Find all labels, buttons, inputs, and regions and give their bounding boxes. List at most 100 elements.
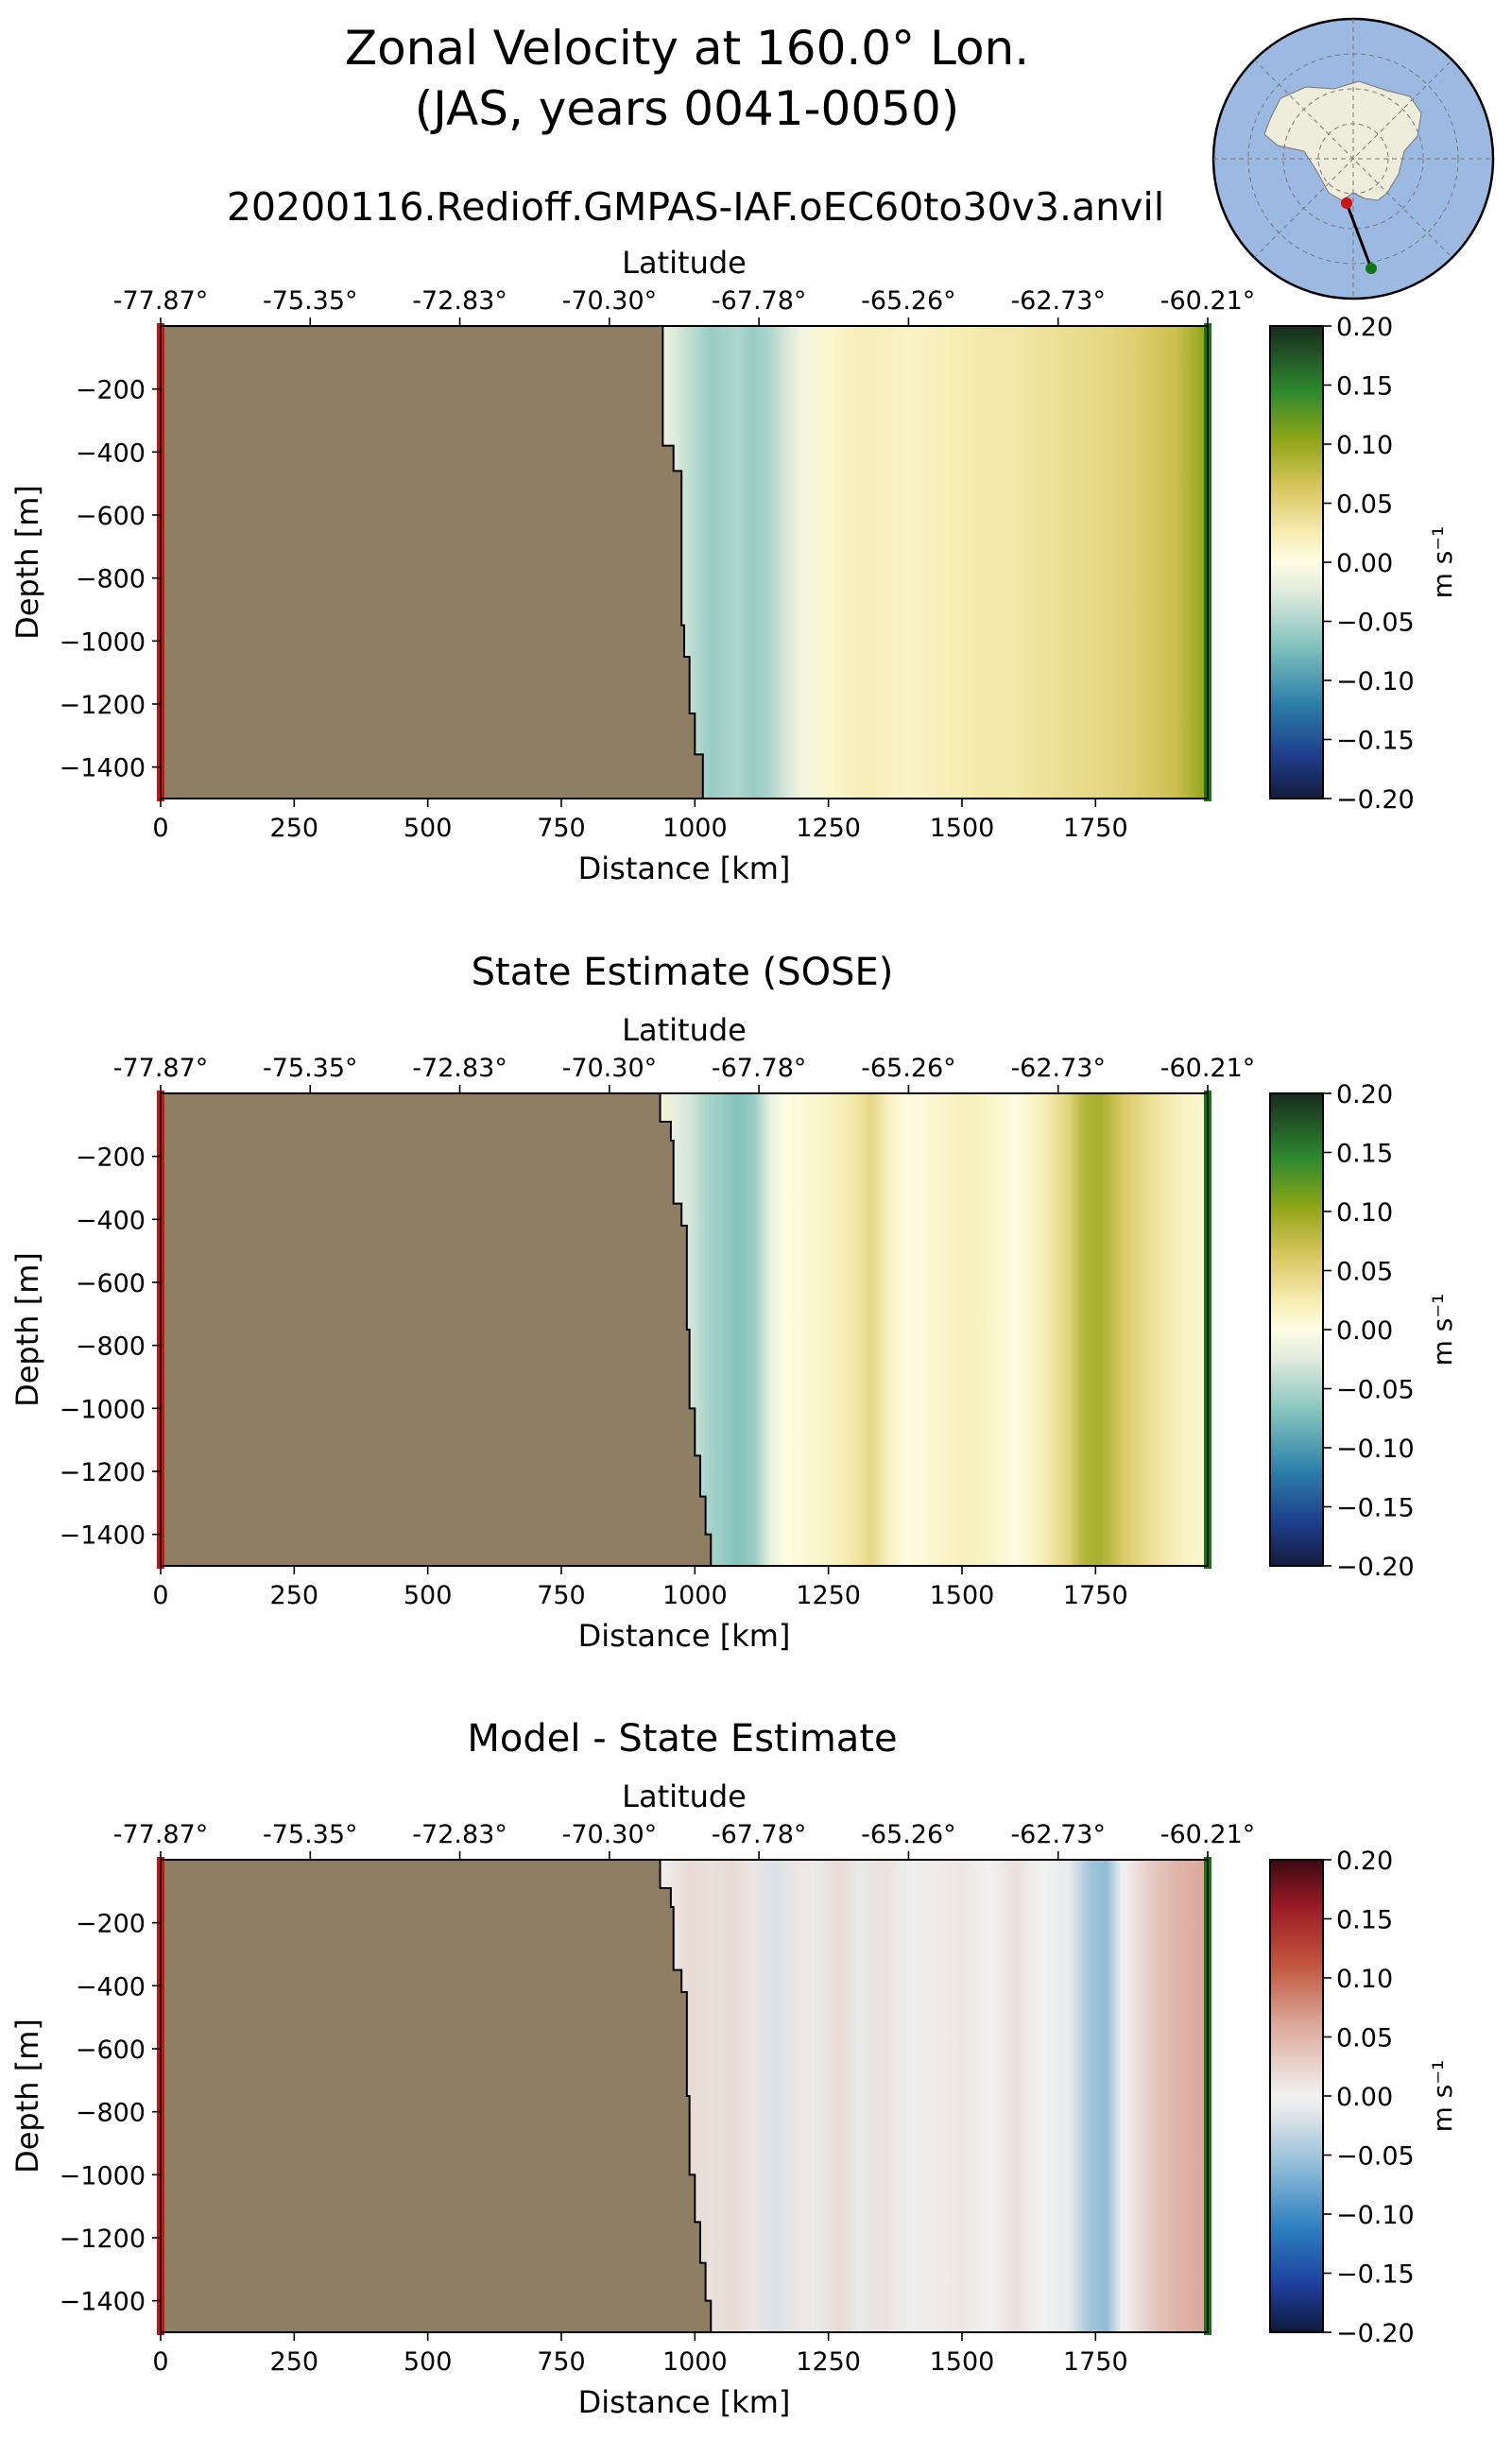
y-axis-label: Depth [m]	[9, 485, 45, 640]
colorbar-tick-label: 0.15	[1336, 1140, 1393, 1169]
x-tick-label: 1000	[662, 1581, 728, 1610]
lat-tick-label: -72.83°	[412, 1054, 507, 1083]
land-mask	[161, 1093, 712, 1566]
y-tick-label: −200	[76, 376, 146, 405]
colorbar	[1269, 1859, 1324, 2333]
colorbar-label: m s⁻¹	[1427, 1294, 1458, 1366]
panel-title: Model - State Estimate	[467, 1717, 897, 1761]
axes-frame	[160, 325, 1209, 799]
land-mask	[161, 326, 712, 799]
y-tick-label: −800	[76, 1332, 146, 1362]
colorbar-tick-label: 0.10	[1336, 431, 1393, 460]
figure-title-line2: (JAS, years 0041-0050)	[415, 81, 960, 136]
top-axis-label: Latitude	[622, 1778, 747, 1814]
colorbar-label: m s⁻¹	[1427, 526, 1458, 599]
axes-frame	[160, 1092, 1209, 1567]
colorbar-tick-label: −0.05	[1336, 1376, 1415, 1405]
x-tick-label: 500	[404, 1581, 453, 1610]
x-tick-label: 250	[270, 814, 319, 843]
top-axis-label: Latitude	[622, 1012, 747, 1048]
x-tick-label: 1000	[662, 2347, 728, 2377]
colorbar-tick-label: 0.20	[1336, 1847, 1393, 1876]
y-tick-label: −1400	[60, 1521, 146, 1551]
x-tick-label: 0	[152, 2347, 168, 2377]
colorbar-tick-label: −0.20	[1336, 2319, 1415, 2348]
colorbar-tick-label: 0.15	[1336, 372, 1393, 402]
colorbar-tick-label: 0.20	[1336, 313, 1393, 342]
x-tick-label: 500	[404, 2347, 453, 2377]
x-tick-label: 1500	[930, 2347, 995, 2377]
lat-tick-label: -77.87°	[113, 1820, 209, 1849]
x-tick-label: 1750	[1063, 814, 1128, 843]
x-axis-label: Distance [km]	[578, 850, 791, 886]
x-tick-label: 750	[537, 1581, 586, 1610]
figure-subtitle: 20200116.Redioff.GMPAS-IAF.oEC60to30v3.a…	[227, 184, 1164, 230]
colorbar-tick-label: −0.20	[1336, 1553, 1415, 1582]
lat-tick-label: -67.78°	[712, 1054, 807, 1083]
y-tick-label: −200	[76, 1910, 146, 1939]
x-tick-label: 250	[270, 2347, 319, 2377]
x-tick-label: 500	[404, 814, 453, 843]
panel-3: Model - State Estimate 0 250 500 750 1000 1250…	[9, 1717, 1458, 2420]
y-tick-label: −600	[76, 502, 146, 531]
colorbar-tick-label: −0.20	[1336, 785, 1415, 815]
y-tick-label: −1200	[60, 2225, 146, 2254]
colorbar-tick-label: 0.05	[1336, 490, 1393, 520]
lat-tick-label: -75.35°	[263, 286, 358, 316]
colorbar-tick-label: −0.10	[1336, 2201, 1415, 2230]
lat-tick-label: -65.26°	[861, 1054, 956, 1083]
colorbar-label: m s⁻¹	[1427, 2060, 1458, 2133]
bathymetry-outline	[657, 1092, 713, 1566]
x-tick-label: 0	[152, 1581, 168, 1610]
x-tick-label: 1250	[796, 1581, 861, 1610]
y-tick-label: −1400	[60, 754, 146, 783]
lat-tick-label: -72.83°	[412, 1820, 507, 1849]
colorbar	[1269, 325, 1324, 799]
lat-tick-label: -65.26°	[861, 286, 956, 316]
lat-tick-label: -62.73°	[1010, 1820, 1106, 1849]
lat-tick-label: -77.87°	[113, 1054, 209, 1083]
lat-tick-label: -65.26°	[861, 1820, 956, 1849]
bathymetry-outline	[657, 1859, 713, 2332]
x-tick-label: 250	[270, 1581, 319, 1610]
y-tick-label: −600	[76, 1269, 146, 1298]
x-axis-label: Distance [km]	[578, 2384, 791, 2420]
lat-tick-label: -77.87°	[113, 286, 209, 316]
x-tick-label: 0	[152, 814, 168, 843]
x-tick-label: 1750	[1063, 1581, 1128, 1610]
panel-title: State Estimate (SOSE)	[472, 951, 894, 994]
y-tick-label: −800	[76, 565, 146, 594]
top-axis-label: Latitude	[622, 245, 747, 281]
x-tick-label: 1500	[930, 814, 995, 843]
map-transect-line	[1345, 202, 1373, 269]
y-tick-label: −400	[76, 1206, 146, 1235]
colorbar-tick-label: −0.15	[1336, 2260, 1415, 2290]
y-tick-label: −400	[76, 1972, 146, 2002]
x-axis-label: Distance [km]	[578, 1618, 791, 1654]
colorbar-tick-label: 0.10	[1336, 1198, 1393, 1228]
y-tick-label: −1200	[60, 1458, 146, 1487]
colorbar-tick-label: −0.05	[1336, 2142, 1415, 2172]
x-tick-label: 750	[537, 2347, 586, 2377]
colorbar-tick-label: 0.10	[1336, 1965, 1393, 1994]
map-graticule	[1213, 19, 1493, 299]
lat-tick-label: -62.73°	[1010, 1054, 1106, 1083]
axes-frame	[160, 1859, 1209, 2333]
lat-tick-label: -70.30°	[562, 1820, 658, 1849]
lat-tick-label: -60.21°	[1160, 286, 1256, 316]
panel-2: State Estimate (SOSE) 0 250 500 750 1000 1250 1…	[9, 951, 1458, 1654]
lat-tick-label: -72.83°	[412, 286, 507, 316]
antarctica-locator-map	[1211, 17, 1495, 301]
x-tick-label: 1250	[796, 2347, 861, 2377]
x-tick-label: 1500	[930, 1581, 995, 1610]
y-tick-label: −1000	[60, 1395, 146, 1424]
lat-tick-label: -67.78°	[712, 1820, 807, 1849]
colorbar-tick-label: 0.00	[1336, 1316, 1393, 1346]
map-antarctica	[1263, 80, 1422, 201]
lat-tick-label: -75.35°	[263, 1820, 358, 1849]
colorbar	[1269, 1092, 1324, 1567]
y-axis-label: Depth [m]	[9, 1252, 45, 1407]
y-tick-label: −600	[76, 2036, 146, 2065]
x-tick-label: 1000	[662, 814, 728, 843]
